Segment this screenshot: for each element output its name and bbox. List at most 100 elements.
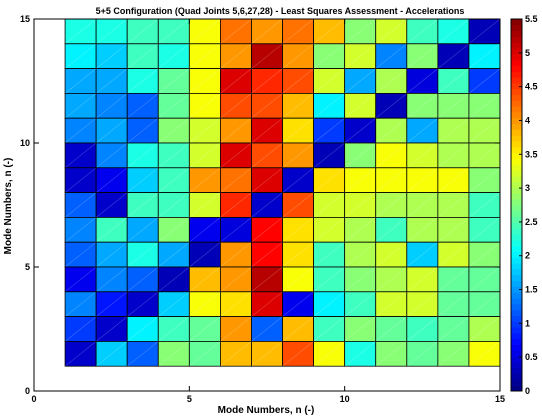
heatmap-cell: [437, 142, 470, 169]
heatmap-cell: [282, 167, 314, 194]
heatmap-cell: [219, 93, 252, 119]
heatmap-cell: [313, 216, 346, 243]
colorbar-tick-label: 4: [525, 115, 530, 125]
colorbar-segment: [511, 205, 522, 212]
colorbar-segment: [511, 135, 522, 142]
colorbar-segment: [511, 280, 522, 287]
cell-diagonal: [344, 291, 376, 317]
colorbar-segment: [511, 245, 522, 252]
cell-diagonal: [251, 266, 283, 293]
heatmap-cell: [251, 316, 283, 342]
heatmap-cell: [126, 266, 159, 293]
colorbar-segment: [511, 36, 522, 43]
heatmap-cell: [157, 68, 190, 94]
cell-diagonal: [282, 43, 314, 69]
cell-diagonal: [189, 68, 221, 94]
cell-diagonal: [437, 167, 470, 193]
colorbar-tick-label: 4.5: [525, 82, 538, 92]
colorbar-segment: [511, 373, 522, 380]
cell-diagonal: [406, 266, 439, 293]
cell-diagonal: [220, 316, 252, 342]
cell-diagonal: [406, 43, 439, 69]
cell-diagonal: [468, 68, 501, 94]
cell-diagonal: [127, 266, 159, 293]
cell-diagonal: [158, 43, 190, 69]
cell-diagonal: [127, 142, 159, 169]
heatmap-cell: [344, 216, 377, 243]
colorbar-segment: [511, 367, 522, 375]
cell-diagonal: [189, 266, 221, 293]
cell-diagonal: [282, 291, 314, 317]
heatmap-cell: [437, 291, 470, 317]
cell-diagonal: [127, 291, 159, 317]
heatmap-cell: [437, 93, 470, 119]
heatmap-cell: [188, 167, 221, 194]
heatmap-cell: [126, 216, 159, 243]
cell-diagonal: [406, 117, 439, 144]
colorbar-segment: [511, 321, 522, 328]
heatmap-cell: [313, 167, 346, 194]
heatmap-cell: [64, 291, 97, 317]
heatmap-cell: [95, 192, 128, 218]
cell-diagonal: [220, 43, 252, 69]
cell-diagonal: [251, 93, 283, 119]
plot-frame: [33, 18, 501, 392]
x-tick-label: 0: [31, 394, 36, 404]
colorbar-tick-label: 0.5: [525, 352, 538, 362]
cell-diagonal: [95, 192, 128, 218]
colorbar-segment: [511, 175, 522, 183]
cell-diagonal: [375, 316, 407, 342]
cell-diagonal: [375, 43, 407, 69]
cell-diagonal: [158, 217, 190, 243]
cell-diagonal: [375, 18, 407, 45]
cell-diagonal: [64, 316, 97, 342]
cell-diagonal: [282, 241, 314, 268]
cell-diagonal: [437, 68, 470, 94]
cell-diagonal: [127, 316, 159, 342]
heatmap-cell: [157, 93, 190, 119]
cell-diagonal: [344, 266, 376, 293]
cell-diagonal: [95, 117, 128, 144]
cell-diagonal: [64, 266, 97, 293]
cell-diagonal: [251, 291, 283, 317]
cell-diagonal: [220, 291, 252, 317]
colorbar-segment: [511, 71, 522, 78]
cell-diagonal: [344, 241, 376, 268]
heatmap-cell: [468, 167, 501, 194]
colorbar-segment: [511, 234, 522, 241]
cell-diagonal: [437, 316, 470, 342]
colorbar-segment: [511, 59, 522, 66]
heatmap-cell: [126, 241, 159, 268]
cell-diagonal: [189, 316, 221, 342]
cell-diagonal: [437, 117, 470, 144]
heatmap-cell: [251, 216, 283, 243]
heatmap-cell: [126, 291, 159, 317]
cell-diagonal: [468, 316, 501, 342]
cell-diagonal: [282, 117, 314, 144]
heatmap-cell: [188, 18, 221, 45]
heatmap-cell: [126, 316, 159, 342]
heatmap-cell: [251, 43, 283, 69]
heatmap-cell: [313, 43, 346, 69]
colorbar-segment: [511, 332, 522, 340]
heatmap-cell: [344, 117, 377, 144]
heatmap-cell: [157, 117, 190, 144]
cell-diagonal: [64, 241, 97, 268]
colorbar-segment: [511, 19, 522, 26]
heatmap-cell: [251, 291, 283, 317]
heatmap-cell: [344, 142, 377, 169]
cell-diagonal: [344, 68, 376, 94]
heatmap-cell: [188, 340, 221, 367]
cell-diagonal: [64, 291, 97, 317]
heatmap-cell: [64, 167, 97, 194]
cell-diagonal: [313, 117, 345, 144]
heatmap-cell: [64, 117, 97, 144]
cell-diagonal: [158, 117, 190, 144]
cell-diagonal: [220, 341, 252, 367]
cell-diagonal: [282, 18, 314, 45]
cell-diagonal: [313, 142, 345, 169]
cell-diagonal: [64, 341, 97, 367]
colorbar-segment: [511, 309, 522, 316]
heatmap-cell: [188, 192, 221, 218]
heatmap-cell: [157, 216, 190, 243]
